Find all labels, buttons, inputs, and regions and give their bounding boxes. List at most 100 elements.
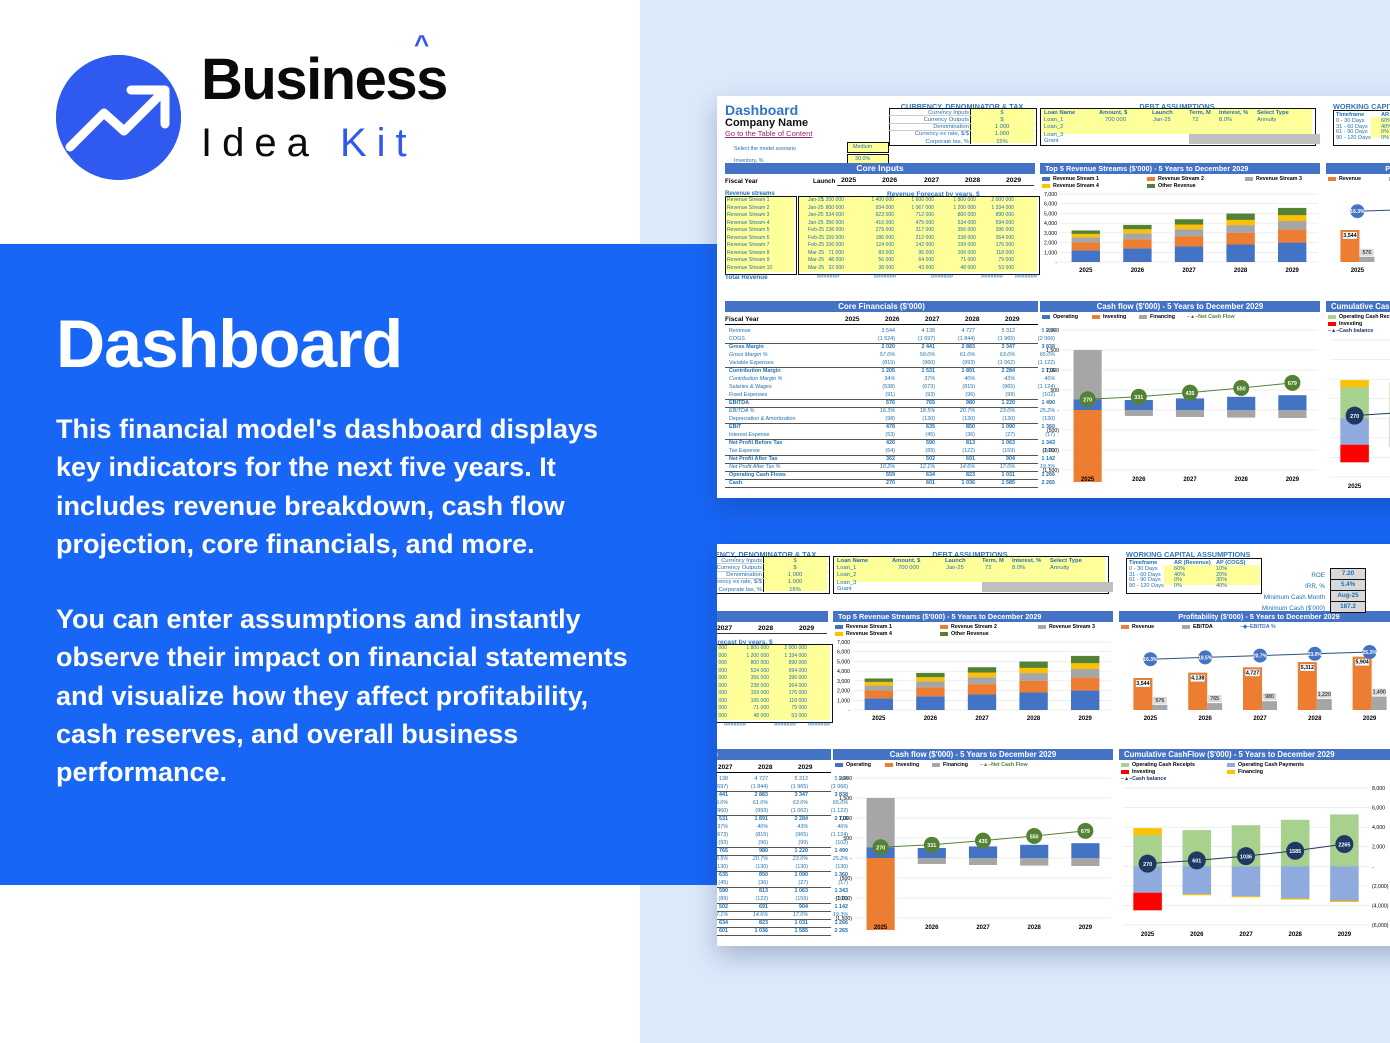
svg-text:2027: 2027 — [1183, 477, 1197, 483]
svg-text:980: 980 — [1265, 694, 1274, 700]
svg-text:2025: 2025 — [872, 716, 886, 722]
svg-text:16.3%: 16.3% — [1350, 209, 1365, 215]
svg-text:270: 270 — [1143, 862, 1152, 868]
svg-text:2028: 2028 — [1028, 925, 1042, 931]
svg-text:2028: 2028 — [1289, 932, 1303, 938]
svg-text:(500): (500) — [1047, 428, 1059, 434]
svg-text:(2,000): (2,000) — [1372, 884, 1389, 890]
svg-text:7,000: 7,000 — [1044, 192, 1057, 198]
svg-text:2026: 2026 — [1132, 477, 1146, 483]
svg-text:2027: 2027 — [976, 925, 990, 931]
svg-text:2026: 2026 — [925, 925, 939, 931]
svg-text:23.0%: 23.0% — [1308, 652, 1323, 658]
svg-text:2026: 2026 — [924, 716, 938, 722]
svg-text:2025: 2025 — [874, 925, 888, 931]
svg-text:20.7%: 20.7% — [1253, 654, 1268, 660]
svg-text:2025: 2025 — [1348, 484, 1362, 490]
svg-text:-: - — [848, 708, 850, 714]
svg-text:2025: 2025 — [1081, 477, 1095, 483]
svg-text:(4,000): (4,000) — [1372, 903, 1389, 909]
svg-text:270: 270 — [1350, 414, 1359, 420]
svg-text:2029: 2029 — [1286, 477, 1300, 483]
svg-text:2028: 2028 — [1027, 716, 1041, 722]
svg-text:4,000: 4,000 — [1044, 221, 1057, 227]
svg-text:2026: 2026 — [1199, 716, 1213, 722]
svg-text:5,312: 5,312 — [1301, 665, 1314, 671]
svg-text:3,000: 3,000 — [837, 679, 850, 685]
svg-text:(1,500): (1,500) — [836, 916, 853, 922]
svg-text:2,000: 2,000 — [1044, 241, 1057, 247]
svg-text:6,000: 6,000 — [1044, 202, 1057, 208]
svg-text:(1,500): (1,500) — [1043, 468, 1060, 474]
svg-text:-: - — [1057, 408, 1059, 414]
svg-text:2025: 2025 — [1144, 716, 1158, 722]
svg-text:331: 331 — [1134, 395, 1143, 401]
svg-text:(1,000): (1,000) — [836, 896, 853, 902]
svg-text:-: - — [1372, 864, 1374, 870]
svg-text:2,000: 2,000 — [837, 689, 850, 695]
svg-text:1,490: 1,490 — [1372, 690, 1385, 696]
svg-text:550: 550 — [1237, 386, 1246, 392]
svg-text:-: - — [1055, 260, 1057, 266]
svg-text:3,000: 3,000 — [1044, 231, 1057, 237]
svg-text:679: 679 — [1081, 829, 1090, 835]
svg-text:2029: 2029 — [1363, 716, 1377, 722]
svg-text:2029: 2029 — [1079, 716, 1093, 722]
svg-text:601: 601 — [1192, 859, 1201, 865]
svg-text:270: 270 — [1083, 398, 1092, 404]
svg-text:500: 500 — [1050, 388, 1059, 394]
svg-text:25.2%: 25.2% — [1363, 650, 1378, 656]
svg-text:6,000: 6,000 — [837, 650, 850, 656]
svg-text:435: 435 — [979, 839, 988, 845]
svg-text:4,000: 4,000 — [837, 669, 850, 675]
svg-text:2029: 2029 — [1079, 925, 1093, 931]
svg-text:576: 576 — [1362, 250, 1371, 256]
svg-text:5,000: 5,000 — [837, 659, 850, 665]
svg-text:5,000: 5,000 — [1044, 211, 1057, 217]
svg-text:5,904: 5,904 — [1355, 660, 1368, 666]
svg-text:2028: 2028 — [1234, 268, 1248, 274]
svg-text:2027: 2027 — [1182, 268, 1196, 274]
svg-text:8,000: 8,000 — [1372, 786, 1385, 792]
svg-text:1,000: 1,000 — [1046, 368, 1059, 374]
svg-text:7,000: 7,000 — [837, 640, 850, 646]
svg-text:16.3%: 16.3% — [1143, 657, 1158, 663]
svg-text:4,000: 4,000 — [1372, 825, 1385, 831]
svg-text:1,220: 1,220 — [1318, 692, 1331, 698]
svg-text:6,000: 6,000 — [1372, 806, 1385, 812]
svg-text:2025: 2025 — [1141, 932, 1155, 938]
svg-text:1585: 1585 — [1289, 849, 1301, 855]
svg-text:2026: 2026 — [1131, 268, 1145, 274]
svg-text:(1,000): (1,000) — [1043, 448, 1060, 454]
svg-text:2,000: 2,000 — [1046, 328, 1059, 334]
svg-text:500: 500 — [843, 836, 852, 842]
svg-text:765: 765 — [1210, 696, 1219, 702]
svg-text:331: 331 — [927, 843, 936, 849]
svg-text:2027: 2027 — [975, 716, 989, 722]
svg-text:550: 550 — [1030, 834, 1039, 840]
svg-text:2028: 2028 — [1308, 716, 1322, 722]
svg-text:4,727: 4,727 — [1246, 670, 1259, 676]
svg-text:3,544: 3,544 — [1343, 233, 1356, 239]
svg-text:2027: 2027 — [1253, 716, 1267, 722]
svg-text:435: 435 — [1186, 391, 1195, 397]
svg-text:4,138: 4,138 — [1191, 676, 1204, 682]
svg-text:1,000: 1,000 — [837, 698, 850, 704]
svg-text:-: - — [850, 856, 852, 862]
svg-text:2265: 2265 — [1338, 842, 1350, 848]
svg-text:2026: 2026 — [1190, 932, 1204, 938]
svg-text:2027: 2027 — [1239, 932, 1253, 938]
svg-text:2025: 2025 — [1079, 268, 1093, 274]
svg-text:1,000: 1,000 — [1044, 250, 1057, 256]
svg-text:18.5%: 18.5% — [1198, 655, 1213, 661]
svg-text:2028: 2028 — [1235, 477, 1249, 483]
svg-text:(500): (500) — [840, 876, 852, 882]
svg-text:2,000: 2,000 — [1372, 845, 1385, 851]
svg-text:1,500: 1,500 — [839, 796, 852, 802]
svg-text:(6,000): (6,000) — [1372, 923, 1389, 929]
svg-text:2029: 2029 — [1286, 268, 1300, 274]
svg-text:270: 270 — [876, 846, 885, 852]
svg-text:3,544: 3,544 — [1136, 681, 1149, 687]
svg-text:2029: 2029 — [1338, 932, 1352, 938]
svg-text:2025: 2025 — [1351, 268, 1365, 274]
